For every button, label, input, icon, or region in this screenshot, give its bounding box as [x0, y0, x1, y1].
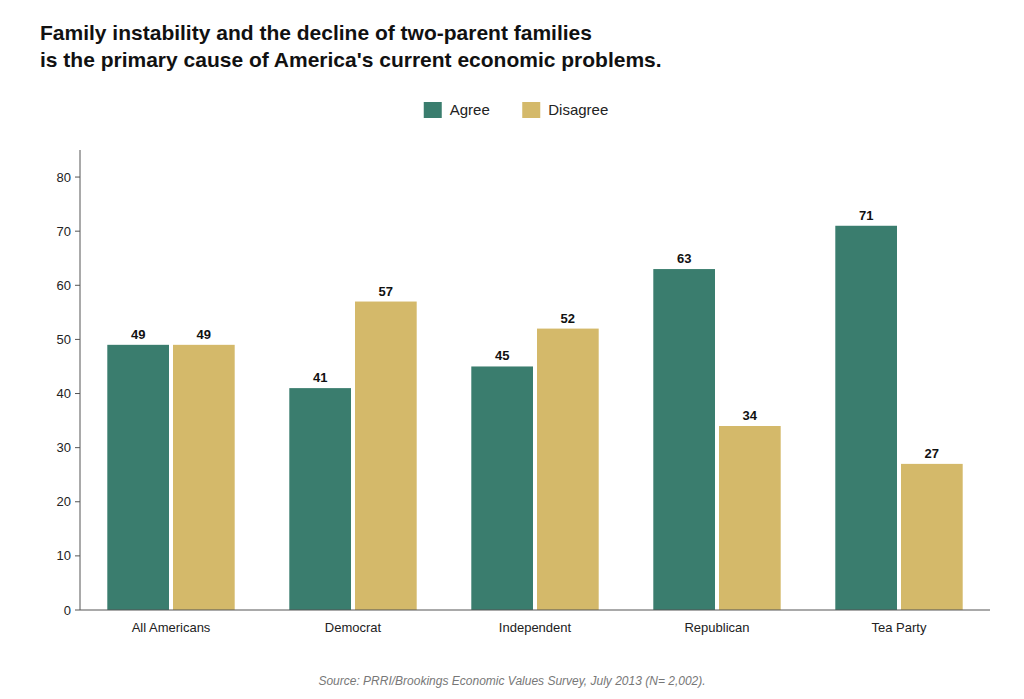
legend: Agree Disagree [424, 101, 609, 118]
bar [719, 426, 781, 610]
data-label: 57 [379, 284, 393, 299]
title: Family instability and the decline of tw… [40, 21, 662, 71]
source-note: Source: PRRI/Brookings Economic Values S… [318, 674, 705, 688]
chart-container: Family instability and the decline of tw… [0, 0, 1024, 699]
bar [471, 366, 533, 610]
legend-swatch [522, 102, 540, 118]
bar [901, 464, 963, 610]
bar [289, 388, 351, 610]
y-tick-label: 70 [57, 224, 71, 239]
x-tick-label: Tea Party [872, 620, 927, 635]
data-label: 34 [743, 408, 758, 423]
chart: Family instability and the decline of tw… [0, 0, 1024, 699]
data-label: 49 [197, 327, 211, 342]
x-axis: All Americans Democrat Independent Republic… [80, 610, 990, 635]
y-tick-label: 80 [57, 170, 71, 185]
data-label: 27 [925, 446, 939, 461]
x-tick-label: Republican [684, 620, 749, 635]
y-tick [75, 610, 80, 611]
bar [355, 302, 417, 610]
y-tick [75, 231, 80, 232]
data-label: 41 [313, 370, 327, 385]
legend-label: Agree [450, 101, 490, 118]
data-label: 71 [859, 208, 873, 223]
y-tick-label: 0 [64, 603, 71, 618]
y-tick [75, 555, 80, 556]
y-tick [75, 393, 80, 394]
data-label: 45 [495, 348, 509, 363]
y-tick-label: 40 [57, 386, 71, 401]
bar [173, 345, 235, 610]
y-tick [75, 447, 80, 448]
y-axis: 0 10 20 30 40 50 60 70 80 [57, 150, 80, 618]
bar [537, 329, 599, 610]
title-line: Family instability and the decline of tw… [40, 21, 592, 44]
x-tick-label: Democrat [325, 620, 382, 635]
y-tick-label: 10 [57, 548, 71, 563]
data-labels: 49 41 45 63 71 49 57 52 34 27 [131, 208, 939, 461]
y-tick-label: 60 [57, 278, 71, 293]
bars [107, 226, 962, 610]
x-tick-label: Independent [499, 620, 572, 635]
y-tick-label: 20 [57, 494, 71, 509]
legend-label: Disagree [548, 101, 608, 118]
legend-swatch [424, 102, 442, 118]
y-tick [75, 177, 80, 178]
y-tick-label: 30 [57, 440, 71, 455]
y-tick [75, 339, 80, 340]
bar [653, 269, 715, 610]
data-label: 49 [131, 327, 145, 342]
y-axis-line [80, 150, 81, 610]
data-label: 52 [561, 311, 575, 326]
y-tick [75, 501, 80, 502]
x-tick-label: All Americans [132, 620, 211, 635]
y-tick-label: 50 [57, 332, 71, 347]
x-axis-line [80, 610, 990, 611]
data-label: 63 [677, 251, 691, 266]
bar [107, 345, 169, 610]
bar [835, 226, 897, 610]
y-tick [75, 285, 80, 286]
title-line: is the primary cause of America's curren… [40, 48, 662, 71]
